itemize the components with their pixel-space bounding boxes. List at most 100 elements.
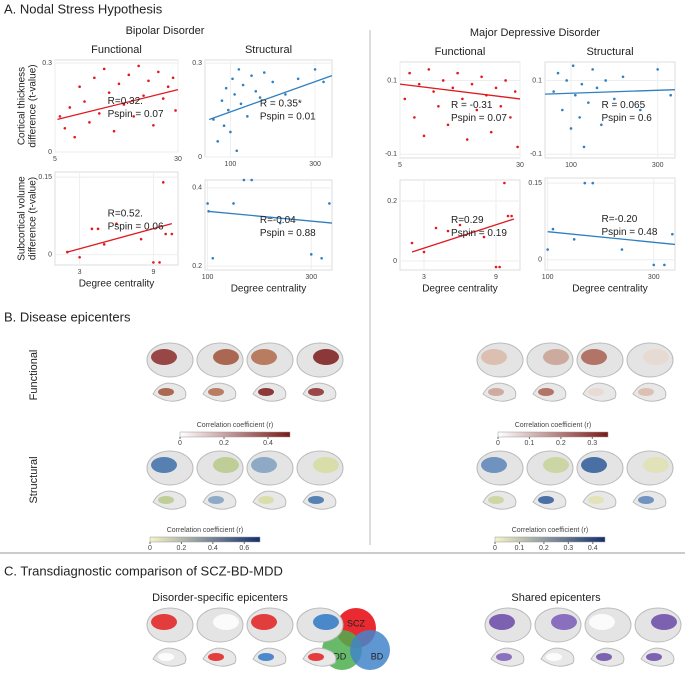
cortex-patch [581, 349, 607, 365]
colorbar-label: Correlation coefficient (r) [515, 422, 592, 429]
y-axis-label: difference (t-value) [28, 177, 39, 260]
point [320, 256, 323, 260]
point [78, 85, 81, 89]
point [211, 256, 215, 260]
colorbar-tick-label: 0.4 [588, 545, 598, 552]
point [446, 229, 450, 233]
point [83, 100, 86, 103]
point [671, 232, 674, 236]
plot-area [544, 61, 676, 159]
annotation: Pspin = 0.06 [108, 221, 164, 232]
section-title: B. Disease epicenters [4, 309, 131, 324]
cortex-patch [251, 457, 277, 473]
colorbar-tick-label: 0 [493, 545, 497, 552]
cortex-patch [213, 457, 239, 473]
subcortex-patch [158, 388, 174, 396]
point [432, 90, 435, 93]
subcortex-patch [496, 653, 512, 661]
point [250, 178, 253, 182]
point [232, 202, 235, 205]
y-tick-label: 0.3 [42, 60, 52, 67]
point [434, 226, 438, 230]
x-tick-label: 3 [78, 269, 82, 276]
x-tick-label: 30 [516, 162, 524, 169]
point [284, 93, 287, 96]
point [262, 71, 266, 74]
point [551, 227, 555, 231]
annotation: R = -0.31 [451, 100, 493, 111]
point [482, 235, 486, 239]
point [226, 108, 230, 112]
panel-title: Structural [586, 46, 633, 58]
point [513, 90, 517, 93]
venn-label: BD [371, 651, 384, 661]
point [122, 103, 126, 106]
y-tick-label: 0.3 [192, 60, 202, 67]
point [115, 222, 118, 225]
colorbar-tick-label: 0.1 [515, 545, 525, 552]
point [417, 82, 421, 86]
x-tick-label: 5 [398, 162, 402, 169]
annotation: Pspin = 0.88 [260, 228, 316, 239]
cortex-patch [151, 349, 177, 365]
y-tick-label: 0 [48, 149, 52, 156]
cortex-patch [213, 614, 239, 630]
point [437, 105, 440, 108]
fit-line [57, 89, 179, 120]
fit-line [411, 218, 515, 253]
point [254, 89, 258, 93]
point [139, 237, 143, 241]
point [591, 181, 595, 185]
x-tick-label: 3 [422, 274, 426, 281]
subcortex-patch [308, 653, 324, 661]
colorbar-label: Correlation coefficient (r) [167, 527, 244, 534]
point [504, 79, 507, 82]
cortex-patch [481, 457, 507, 473]
point [152, 261, 155, 264]
point [102, 67, 106, 71]
subcortex-patch [638, 496, 654, 504]
point [322, 80, 325, 84]
x-tick-label: 5 [53, 156, 57, 163]
point [470, 82, 474, 86]
point [489, 130, 493, 134]
point [170, 232, 174, 236]
annotation: Pspin = 0.19 [451, 228, 507, 239]
subcortex-patch [538, 388, 554, 396]
point [583, 181, 587, 185]
point [93, 76, 96, 80]
point [166, 85, 170, 89]
x-tick-label: 30 [174, 156, 182, 163]
colorbar-label: Correlation coefficient (r) [197, 422, 274, 429]
point [102, 243, 106, 246]
subcortex-patch [588, 388, 604, 396]
point [451, 86, 455, 90]
cortex-patch [651, 614, 677, 630]
y-tick-label: 0.2 [387, 198, 397, 205]
fit-line [67, 223, 173, 253]
x-tick-label: 300 [648, 274, 660, 281]
group-title: Bipolar Disorder [126, 25, 205, 37]
cortex-patch [313, 349, 339, 365]
cortex-patch [313, 614, 339, 630]
venn-label: MDD [326, 651, 347, 661]
x-tick-label: 300 [305, 274, 317, 281]
colorbar-tick-label: 0.2 [539, 545, 549, 552]
point [587, 101, 590, 104]
point [574, 93, 577, 97]
point [569, 127, 573, 130]
point [231, 77, 234, 81]
annotation: R=0.52. [108, 208, 143, 219]
x-tick-label: 100 [565, 162, 577, 169]
fit-line [399, 83, 521, 100]
point [97, 112, 101, 115]
cortex-patch [489, 614, 515, 630]
panel-title: Functional [91, 44, 142, 56]
colorbar [494, 536, 606, 543]
point [506, 214, 510, 218]
point [403, 97, 407, 101]
cortex-patch [251, 614, 277, 630]
annotation: Pspin = 0.48 [602, 227, 658, 238]
group-title: Major Depressive Disorder [470, 27, 601, 39]
point [475, 108, 479, 112]
